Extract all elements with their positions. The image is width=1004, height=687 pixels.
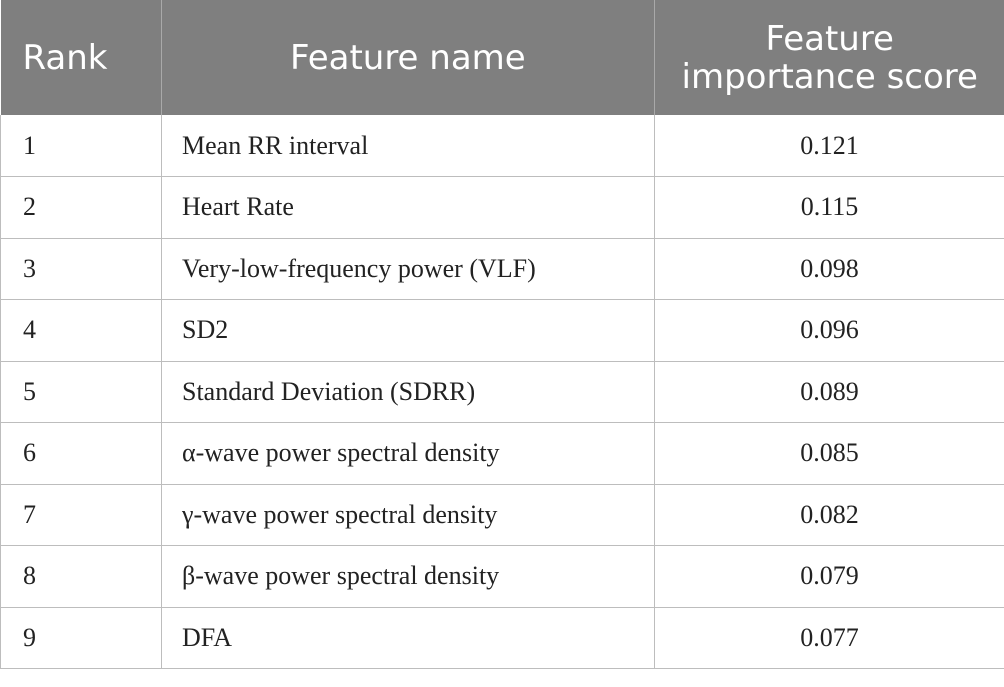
feature-name-cell: Standard Deviation (SDRR) xyxy=(161,361,655,423)
feature-name-cell: Very-low-frequency power (VLF) xyxy=(161,238,655,300)
feature-name-cell: Heart Rate xyxy=(161,176,655,239)
score-cell: 0.079 xyxy=(654,545,1004,608)
table-row: 6 α-wave power spectral density 0.085 xyxy=(0,422,1004,485)
score-cell: 0.077 xyxy=(654,607,1004,669)
score-header-line1: Feature xyxy=(765,18,894,59)
feature-name-cell: DFA xyxy=(161,607,655,669)
feature-name-cell: Mean RR interval xyxy=(161,115,655,177)
table-row: 4 SD2 0.096 xyxy=(0,299,1004,362)
feature-name-cell: SD2 xyxy=(161,299,655,362)
score-cell: 0.082 xyxy=(654,484,1004,546)
rank-cell: 1 xyxy=(0,115,162,177)
score-cell: 0.089 xyxy=(654,361,1004,423)
rank-cell: 9 xyxy=(0,607,162,669)
table-row: 1 Mean RR interval 0.121 xyxy=(0,115,1004,177)
rank-cell: 5 xyxy=(0,361,162,423)
table-row: 9 DFA 0.077 xyxy=(0,607,1004,669)
table-row: 2 Heart Rate 0.115 xyxy=(0,176,1004,239)
feature-name-cell: α-wave power spectral density xyxy=(161,422,655,485)
rank-header: Rank xyxy=(0,0,162,115)
table-body: 1 Mean RR interval 0.121 2 Heart Rate 0.… xyxy=(0,115,1004,669)
table-row: 8 β-wave power spectral density 0.079 xyxy=(0,545,1004,608)
score-header: Feature importance score xyxy=(654,0,1004,115)
feature-importance-table: Rank Feature name Feature importance sco… xyxy=(0,0,1004,669)
score-cell: 0.085 xyxy=(654,422,1004,485)
score-cell: 0.096 xyxy=(654,299,1004,362)
rank-cell: 4 xyxy=(0,299,162,362)
score-cell: 0.098 xyxy=(654,238,1004,300)
feature-name-header: Feature name xyxy=(161,0,655,115)
rank-cell: 6 xyxy=(0,422,162,485)
feature-name-cell: β-wave power spectral density xyxy=(161,545,655,608)
rank-cell: 3 xyxy=(0,238,162,300)
rank-cell: 7 xyxy=(0,484,162,546)
table-row: 7 γ-wave power spectral density 0.082 xyxy=(0,484,1004,546)
feature-name-cell: γ-wave power spectral density xyxy=(161,484,655,546)
table-row: 5 Standard Deviation (SDRR) 0.089 xyxy=(0,361,1004,423)
table-header: Rank Feature name Feature importance sco… xyxy=(0,0,1004,115)
rank-cell: 8 xyxy=(0,545,162,608)
score-cell: 0.115 xyxy=(654,176,1004,239)
rank-cell: 2 xyxy=(0,176,162,239)
header-row: Rank Feature name Feature importance sco… xyxy=(0,0,1004,115)
score-header-line2: importance score xyxy=(681,56,978,97)
score-cell: 0.121 xyxy=(654,115,1004,177)
table-row: 3 Very-low-frequency power (VLF) 0.098 xyxy=(0,238,1004,300)
